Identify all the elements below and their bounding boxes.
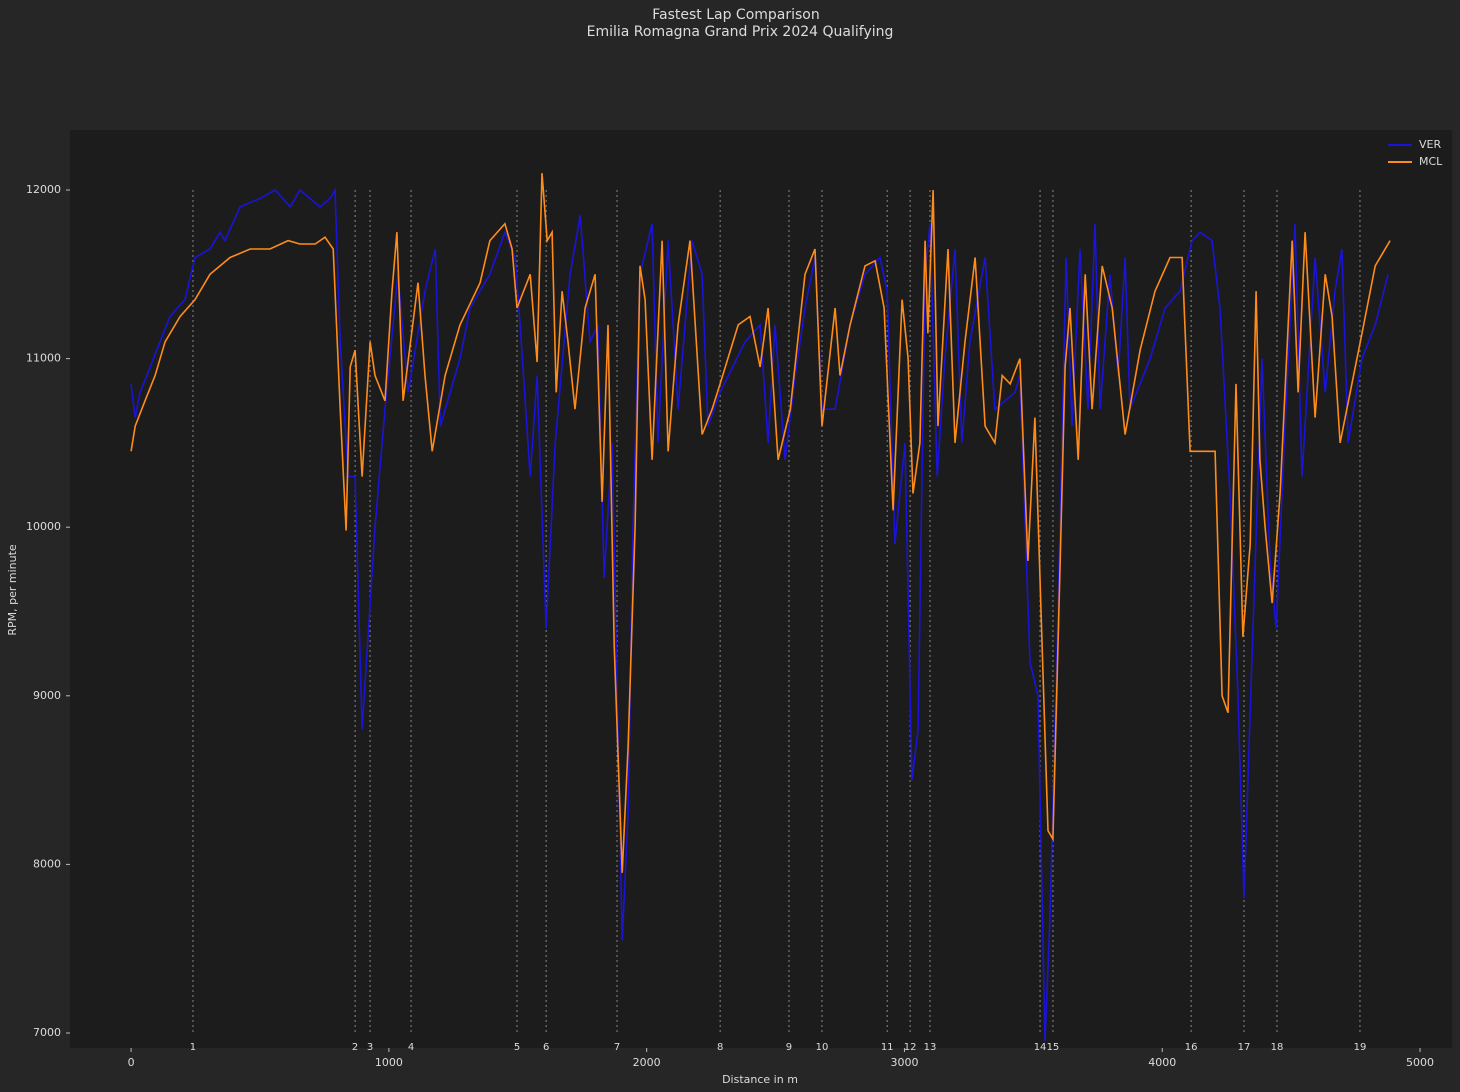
x-tick-label: 0 (128, 1056, 135, 1069)
chart-subtitle: Emilia Romagna Grand Prix 2024 Qualifyin… (587, 24, 894, 40)
legend: VER MCL (1388, 138, 1443, 168)
y-tick-label: 8000 (33, 857, 61, 870)
x-axis-label: Distance in m (722, 1073, 798, 1086)
x-tick-label: 1000 (375, 1056, 403, 1069)
corner-label: 5 (514, 1042, 520, 1053)
x-tick-label: 2000 (633, 1056, 661, 1069)
corner-label: 6 (543, 1042, 549, 1053)
corner-label: 10 (816, 1042, 829, 1053)
corner-label: 11 (881, 1042, 894, 1053)
legend-label: MCL (1419, 155, 1443, 168)
corner-label: 18 (1271, 1042, 1284, 1053)
legend-label: VER (1419, 138, 1441, 151)
corner-label: 16 (1185, 1042, 1198, 1053)
y-tick-label: 7000 (33, 1026, 61, 1039)
y-axis-label: RPM, per minute (6, 544, 19, 636)
y-tick-label: 10000 (26, 520, 61, 533)
corner-label: 14 (1034, 1042, 1047, 1053)
corner-label: 19 (1354, 1042, 1367, 1053)
x-tick-label: 5000 (1406, 1056, 1434, 1069)
corner-label: 7 (614, 1042, 620, 1053)
corner-label: 15 (1047, 1042, 1060, 1053)
series-line (130, 187, 1389, 1042)
corner-label: 13 (924, 1042, 937, 1053)
y-tick-label: 12000 (26, 183, 61, 196)
x-tick-label: 3000 (890, 1056, 918, 1069)
corner-label: 9 (786, 1042, 792, 1053)
plot-background (70, 130, 1452, 1048)
series-line (130, 173, 1391, 873)
corner-label: 4 (408, 1042, 414, 1053)
corner-label: 17 (1238, 1042, 1251, 1053)
y-tick-label: 11000 (26, 352, 61, 365)
x-tick-label: 4000 (1148, 1056, 1176, 1069)
corner-label: 3 (367, 1042, 373, 1053)
corner-label: 2 (352, 1042, 358, 1053)
chart-title: Fastest Lap Comparison (652, 7, 820, 23)
y-tick-label: 9000 (33, 689, 61, 702)
corner-label: 8 (717, 1042, 723, 1053)
corner-label: 1 (190, 1042, 196, 1053)
corner-label: 12 (904, 1042, 917, 1053)
